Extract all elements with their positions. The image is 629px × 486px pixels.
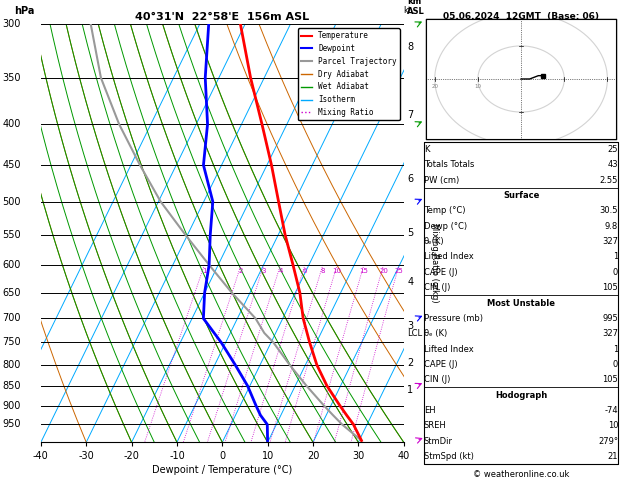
Text: 1: 1 <box>202 268 206 274</box>
Text: © weatheronline.co.uk: © weatheronline.co.uk <box>473 469 569 479</box>
X-axis label: Dewpoint / Temperature (°C): Dewpoint / Temperature (°C) <box>152 466 292 475</box>
Text: 300: 300 <box>3 19 21 29</box>
Text: km
ASL: km ASL <box>408 0 425 16</box>
Text: 5: 5 <box>408 228 414 239</box>
Text: CIN (J): CIN (J) <box>424 283 450 292</box>
Text: Mixing Ratio (g/kg): Mixing Ratio (g/kg) <box>430 223 439 302</box>
Text: 0: 0 <box>613 360 618 369</box>
Bar <box>424 142 618 464</box>
Legend: Temperature, Dewpoint, Parcel Trajectory, Dry Adiabat, Wet Adiabat, Isotherm, Mi: Temperature, Dewpoint, Parcel Trajectory… <box>298 28 400 120</box>
Text: 0: 0 <box>613 268 618 277</box>
Text: 6: 6 <box>408 174 413 184</box>
Text: 279°: 279° <box>598 436 618 446</box>
Text: hPa: hPa <box>14 6 34 16</box>
Text: Pressure (mb): Pressure (mb) <box>424 314 483 323</box>
Text: 05.06.2024  12GMT  (Base: 06): 05.06.2024 12GMT (Base: 06) <box>443 12 599 21</box>
Text: 15: 15 <box>359 268 369 274</box>
Text: LCL: LCL <box>408 329 423 337</box>
Text: 995: 995 <box>603 314 618 323</box>
Text: 450: 450 <box>3 160 21 170</box>
Title: 40°31'N  22°58'E  156m ASL: 40°31'N 22°58'E 156m ASL <box>135 12 309 22</box>
Text: 10: 10 <box>333 268 342 274</box>
Bar <box>426 19 616 139</box>
Text: -74: -74 <box>604 406 618 415</box>
Text: Totals Totals: Totals Totals <box>424 160 474 170</box>
Text: Hodograph: Hodograph <box>495 391 547 399</box>
Text: CAPE (J): CAPE (J) <box>424 268 457 277</box>
Text: Lifted Index: Lifted Index <box>424 253 474 261</box>
Text: PW (cm): PW (cm) <box>424 176 459 185</box>
Text: 30.5: 30.5 <box>599 207 618 215</box>
Text: Dewp (°C): Dewp (°C) <box>424 222 467 231</box>
Text: 2: 2 <box>408 358 414 367</box>
Text: K: K <box>424 145 430 154</box>
Text: 105: 105 <box>603 375 618 384</box>
Text: 650: 650 <box>3 288 21 298</box>
Text: 750: 750 <box>3 337 21 347</box>
Text: StmDir: StmDir <box>424 436 453 446</box>
Text: 43: 43 <box>608 160 618 170</box>
Text: 700: 700 <box>3 313 21 324</box>
Text: 21: 21 <box>608 452 618 461</box>
Text: 7: 7 <box>408 110 414 121</box>
Text: 3: 3 <box>408 321 413 331</box>
Text: 4: 4 <box>408 277 413 287</box>
Text: θₑ (K): θₑ (K) <box>424 329 447 338</box>
Text: 800: 800 <box>3 360 21 370</box>
Text: 9.8: 9.8 <box>605 222 618 231</box>
Text: 4: 4 <box>278 268 282 274</box>
Text: 900: 900 <box>3 400 21 411</box>
Text: 1: 1 <box>408 385 413 395</box>
Text: 1: 1 <box>613 253 618 261</box>
Text: 105: 105 <box>603 283 618 292</box>
Text: 327: 327 <box>602 237 618 246</box>
Text: 6: 6 <box>303 268 307 274</box>
Text: 25: 25 <box>608 145 618 154</box>
Text: 850: 850 <box>3 381 21 391</box>
Text: 500: 500 <box>3 197 21 207</box>
Text: 2.55: 2.55 <box>600 176 618 185</box>
Text: Lifted Index: Lifted Index <box>424 345 474 353</box>
Text: θₑ(K): θₑ(K) <box>424 237 445 246</box>
Text: 1: 1 <box>613 345 618 353</box>
Text: Most Unstable: Most Unstable <box>487 298 555 308</box>
Text: 2: 2 <box>239 268 243 274</box>
Text: Surface: Surface <box>503 191 539 200</box>
Text: 8: 8 <box>408 42 413 52</box>
Text: EH: EH <box>424 406 435 415</box>
Text: 10: 10 <box>608 421 618 430</box>
Text: 25: 25 <box>394 268 403 274</box>
Text: StmSpd (kt): StmSpd (kt) <box>424 452 474 461</box>
Text: 600: 600 <box>3 260 21 270</box>
Text: 3: 3 <box>262 268 266 274</box>
Text: CIN (J): CIN (J) <box>424 375 450 384</box>
Text: 8: 8 <box>321 268 325 274</box>
Text: 20: 20 <box>379 268 388 274</box>
Text: 350: 350 <box>3 73 21 83</box>
Text: Temp (°C): Temp (°C) <box>424 207 465 215</box>
Text: SREH: SREH <box>424 421 447 430</box>
Text: 550: 550 <box>3 230 21 240</box>
Text: 400: 400 <box>3 119 21 129</box>
Text: 950: 950 <box>3 419 21 430</box>
Text: CAPE (J): CAPE (J) <box>424 360 457 369</box>
Text: 327: 327 <box>602 329 618 338</box>
